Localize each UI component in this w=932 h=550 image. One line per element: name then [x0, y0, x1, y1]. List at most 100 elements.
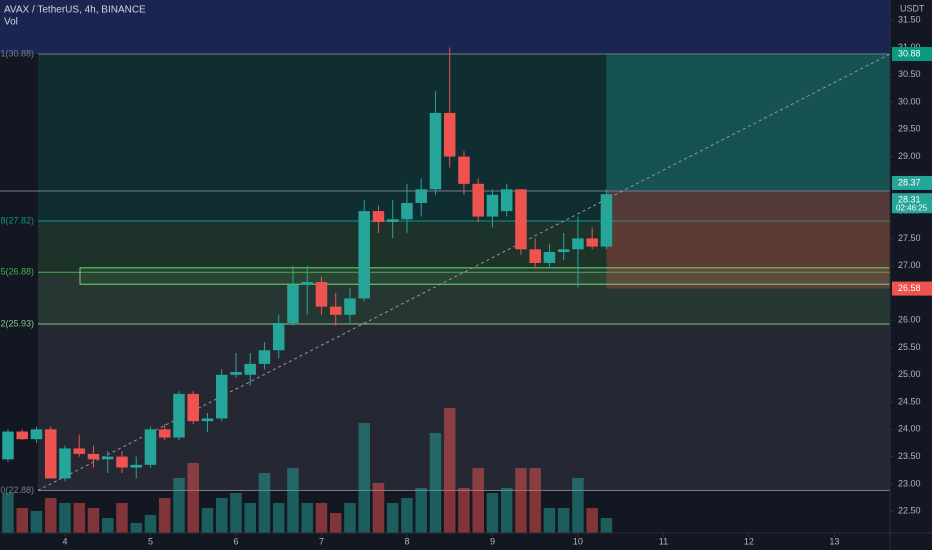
candle-body [458, 156, 470, 184]
volume-bar [173, 478, 185, 533]
range-band [0, 0, 890, 55]
volume-bar [443, 408, 456, 533]
x-tick-label: 6 [233, 536, 238, 546]
candle-body [500, 189, 513, 212]
volume-bar [201, 508, 214, 533]
volume-bar [215, 498, 228, 533]
volume-bar [401, 498, 413, 533]
candle-body [315, 282, 328, 307]
candle-body [443, 112, 456, 157]
volume-bar [30, 511, 43, 533]
volume-bar [187, 463, 199, 533]
x-tick-label: 5 [148, 536, 153, 546]
x-tick-label: 7 [319, 536, 324, 546]
x-tick-label: 10 [573, 536, 583, 546]
candle-body [44, 429, 57, 479]
y-tick-label: 25.50 [898, 342, 921, 352]
y-tick-label: 27.00 [898, 260, 921, 270]
volume-bar [73, 503, 85, 533]
volume-bar [572, 478, 584, 533]
candle-body [586, 238, 598, 247]
y-tick-label: 24.00 [898, 424, 921, 434]
target-zone [606, 54, 890, 191]
candle-body [158, 429, 171, 438]
price-tag-label: 28.37 [898, 177, 921, 187]
price-tag [892, 175, 932, 190]
volume-bar [101, 518, 114, 533]
candle-body [415, 189, 427, 203]
candle-body [173, 393, 185, 438]
y-tick-label: 29.50 [898, 124, 921, 134]
candle-body [372, 211, 385, 223]
candle-body [358, 211, 370, 299]
candle-body [73, 448, 85, 454]
candle-body [144, 429, 157, 465]
volume-bar [600, 518, 613, 533]
volume-bar [472, 468, 484, 533]
x-tick-label: 13 [829, 536, 839, 546]
fib-label: 382(25.93) [0, 318, 34, 328]
candle-body [230, 372, 242, 375]
candle-body [557, 249, 570, 253]
volume-label[interactable]: Vol [4, 17, 18, 28]
price-tag-label: 28.31 [898, 195, 921, 205]
y-tick-label: 24.50 [898, 396, 921, 406]
volume-bar [44, 498, 57, 533]
y-tick-label: 26.00 [898, 315, 921, 325]
x-tick-label: 11 [659, 536, 668, 546]
y-tick-label: 27.50 [898, 233, 921, 243]
candle-body [429, 112, 442, 190]
candle-body [87, 453, 100, 460]
support-zone [79, 267, 891, 285]
y-tick-label: 23.50 [898, 451, 921, 461]
price-tag [892, 47, 932, 62]
volume-bar [287, 468, 299, 533]
x-tick-label: 9 [490, 536, 495, 546]
volume-bar [272, 503, 285, 533]
candle-body [201, 418, 214, 422]
candle-body [130, 464, 142, 468]
price-tag-label: 26.58 [898, 283, 921, 293]
volume-bar [301, 503, 313, 533]
countdown-label: 02:46:25 [896, 203, 928, 212]
volume-bar [144, 515, 157, 533]
stop-zone [606, 190, 890, 289]
candle-body [272, 322, 285, 351]
candle-body [187, 393, 199, 422]
volume-bar [543, 508, 556, 533]
candle-body [16, 431, 28, 440]
candle-body [386, 219, 399, 223]
y-tick-label: 22.50 [898, 506, 921, 516]
candle-body [329, 306, 342, 315]
fib-band [38, 324, 890, 491]
candle-body [30, 429, 43, 440]
volume-bar [429, 433, 442, 533]
volume-bar [329, 513, 342, 533]
candle-body [116, 456, 128, 468]
candle-body [215, 374, 228, 419]
y-tick-label: 29.00 [898, 151, 921, 161]
y-tick-label: 31.00 [898, 42, 921, 52]
volume-bar [130, 523, 142, 533]
volume-bar [557, 508, 570, 533]
volume-bar [358, 423, 370, 533]
volume-bar [529, 468, 541, 533]
candle-body [258, 350, 271, 364]
candle-body [486, 194, 499, 217]
symbol-title[interactable]: AVAX / TetherUS, 4h, BINANCE [4, 5, 146, 16]
candle-body [101, 456, 114, 460]
volume-bar [515, 468, 527, 533]
volume-bar [486, 493, 499, 533]
candle-body [344, 298, 356, 315]
candle-body [529, 249, 541, 263]
volume-bar [116, 503, 128, 533]
drawings: 1(30.88) 618(27.82) 0.5(26.88) 382(25.93) 0(… [0, 0, 891, 495]
y-tick-label: 23.00 [898, 478, 921, 488]
candle-body [515, 189, 527, 250]
volume-bar [458, 488, 470, 533]
candle-body [600, 194, 613, 247]
fib-band [38, 220, 890, 273]
y-tick-label: 30.00 [898, 96, 921, 106]
volume-bar [386, 503, 399, 533]
volume-bar [59, 503, 71, 533]
